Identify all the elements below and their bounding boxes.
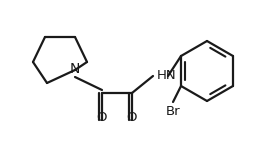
Text: HN: HN [156, 69, 176, 82]
Text: O: O [126, 111, 137, 124]
Text: Br: Br [165, 105, 180, 118]
Text: N: N [70, 62, 80, 76]
Text: O: O [96, 111, 107, 124]
